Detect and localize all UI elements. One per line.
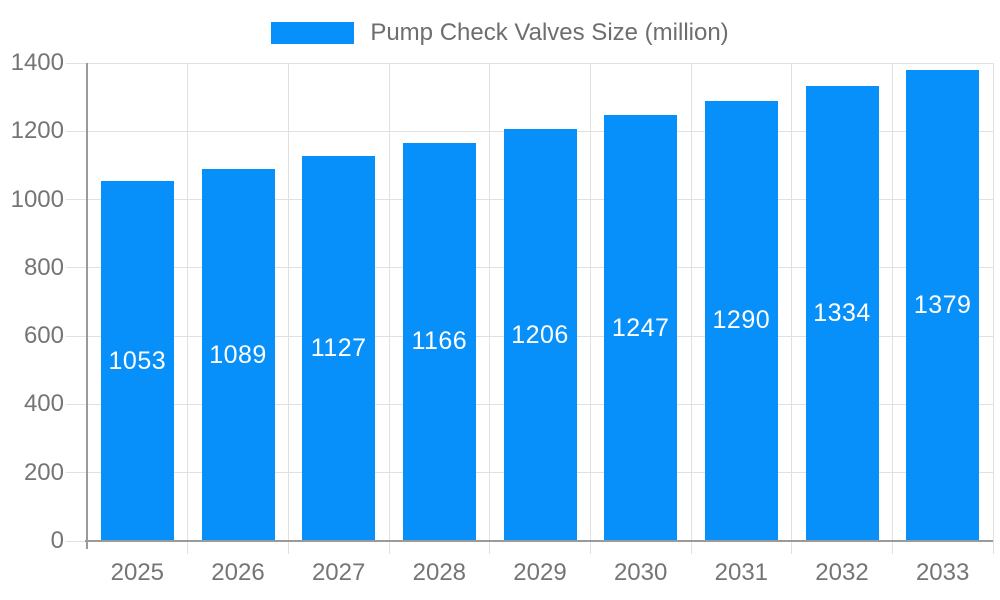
y-axis-labels: 0 200 400 600 800 1000 1200 1400 <box>0 49 64 554</box>
y-axis-tick-label: 1200 <box>10 117 64 145</box>
x-gridline <box>589 63 591 554</box>
bar[interactable]: 1166 <box>402 142 476 541</box>
y-gridline <box>66 62 993 64</box>
legend-item[interactable]: Pump Check Valves Size (million) <box>0 19 1000 47</box>
x-axis-tick-label: 2032 <box>815 559 869 586</box>
bar[interactable]: 1053 <box>100 181 174 541</box>
bar-value-label: 1053 <box>108 346 167 375</box>
bar[interactable]: 1127 <box>302 156 376 541</box>
bar-value-label: 1247 <box>611 313 670 342</box>
y-axis-line <box>86 63 88 549</box>
x-axis-line <box>85 540 993 542</box>
x-axis-labels: 2025 2026 2027 2028 2029 2030 2031 2032 2033 <box>87 559 993 589</box>
y-axis-tick-label: 400 <box>23 390 64 418</box>
y-axis-tick-label: 800 <box>23 253 64 281</box>
bar-value-label: 1206 <box>511 320 569 349</box>
y-axis-tick-label: 600 <box>23 322 64 350</box>
y-axis-tick-label: 200 <box>23 458 64 486</box>
x-axis-tick-label: 2027 <box>311 559 366 586</box>
bar-value-label: 1334 <box>813 298 871 327</box>
x-gridline <box>891 63 893 554</box>
x-axis-tick-label: 2031 <box>714 559 769 586</box>
plot-area: 1053 1089 1127 1166 1206 1247 1290 1334 1379 <box>66 62 994 554</box>
bar[interactable]: 1379 <box>906 70 980 541</box>
y-axis-tick-label: 0 <box>50 527 64 554</box>
bar[interactable]: 1247 <box>604 115 678 541</box>
x-gridline <box>992 63 994 554</box>
x-axis-tick-label: 2030 <box>613 559 668 586</box>
y-axis-tick-label: 1400 <box>10 49 64 76</box>
bar[interactable]: 1290 <box>704 100 778 541</box>
x-gridline <box>690 63 692 554</box>
x-axis-tick-label: 2025 <box>110 559 165 586</box>
x-gridline <box>489 63 491 554</box>
x-gridline <box>388 63 390 554</box>
legend-label: Pump Check Valves Size (million) <box>370 19 729 46</box>
bar[interactable]: 1334 <box>805 85 879 541</box>
x-gridline <box>287 63 289 554</box>
bar[interactable]: 1089 <box>201 169 275 541</box>
bar[interactable]: 1206 <box>503 129 577 541</box>
x-gridline <box>791 63 793 554</box>
x-axis-tick-label: 2028 <box>412 559 467 586</box>
x-gridline <box>187 63 189 554</box>
y-axis-tick-label: 1000 <box>10 185 64 213</box>
bar-value-label: 1379 <box>913 291 972 320</box>
bar-value-label: 1089 <box>209 340 267 369</box>
x-axis-tick-label: 2033 <box>915 559 970 586</box>
legend-swatch <box>271 22 355 44</box>
x-axis-tick-label: 2026 <box>211 559 265 586</box>
x-axis-tick-label: 2029 <box>513 559 567 586</box>
bar-value-label: 1127 <box>310 334 367 363</box>
bar-value-label: 1166 <box>411 327 468 356</box>
bar-value-label: 1290 <box>712 306 771 335</box>
